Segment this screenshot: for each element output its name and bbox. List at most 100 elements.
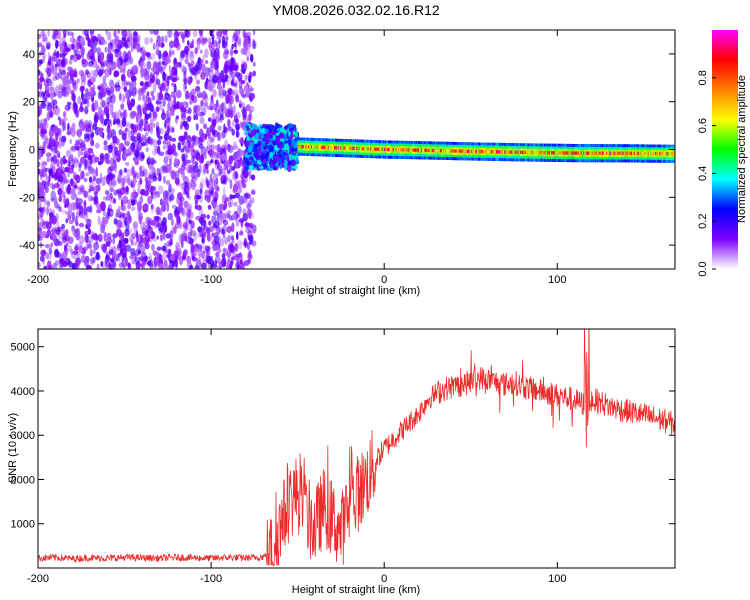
spectrogram-noise-blob <box>191 175 197 184</box>
spectrogram-noise-blob <box>177 250 183 256</box>
spectrogram-noise-blob <box>73 68 78 78</box>
spectrogram-noise-blob <box>203 228 207 239</box>
spectrogram-noise-blob <box>148 259 154 268</box>
spectrogram-noise-blob <box>168 50 172 58</box>
spectrogram-noise-blob <box>58 240 63 246</box>
spectrogram-noise-blob <box>106 89 112 96</box>
spectrogram-noise-blob <box>110 210 114 216</box>
spectrogram-noise-blob <box>84 135 90 143</box>
spectrogram-noise-blob <box>210 136 215 143</box>
spectrogram-noise-blob <box>233 141 237 149</box>
spectrogram-noise-blob <box>44 138 50 147</box>
spectrogram-noise-blob <box>136 104 141 112</box>
spectrogram-noise-blob <box>45 67 50 74</box>
x-tick-label: 100 <box>548 274 566 286</box>
spectrogram-noise-blob <box>106 127 112 133</box>
spectrogram-noise-blob <box>196 44 200 51</box>
spectrogram-noise-blob <box>110 59 114 65</box>
spectrogram-noise-blob <box>96 209 102 214</box>
spectrogram-noise-blob <box>95 65 101 72</box>
spectrogram-noise-blob <box>86 120 93 128</box>
spectrogram-noise-blob <box>139 188 146 196</box>
spectrogram-noise-blob <box>120 73 126 82</box>
spectrogram-noise-blob <box>163 94 169 99</box>
spectrogram-noise-blob <box>46 82 50 92</box>
spectrogram-noise-blob <box>209 150 213 159</box>
spectrogram-noise-blob <box>195 85 201 92</box>
spectrogram-noise-blob <box>74 218 78 226</box>
spectrogram-noise-blob <box>152 175 158 182</box>
spectrogram-noise-blob <box>96 47 102 55</box>
spectrogram-noise-blob <box>99 220 104 230</box>
spectrogram-noise-blob <box>134 150 140 159</box>
spectrogram-noise-blob <box>221 153 225 162</box>
spectrogram-noise-blob <box>42 197 46 203</box>
spectrogram-noise-blob <box>98 39 102 45</box>
spectrogram-noise-blob <box>124 175 131 184</box>
spectrogram-noise-blob <box>164 163 171 174</box>
spectrogram-noise-blob <box>208 36 212 46</box>
spectrogram-noise-blob <box>201 90 207 100</box>
spectrogram-noise-blob <box>247 242 251 251</box>
spectrogram-noise-blob <box>110 129 117 139</box>
spectrogram-noise-blob <box>194 47 198 55</box>
y-tick-label: 1000 <box>11 519 35 531</box>
spectrogram-noise-blob <box>140 154 145 159</box>
spectrogram-noise-blob <box>46 78 52 87</box>
spectrogram-noise-blob <box>227 234 231 243</box>
spectrogram-noise-blob <box>110 258 114 263</box>
spectrogram-noise-blob <box>122 110 126 119</box>
spectrogram-noise-blob <box>122 95 126 103</box>
spectrogram-noise-blob <box>106 96 111 105</box>
spectrogram-noise-blob <box>89 30 95 35</box>
spectrogram-noise-blob <box>194 161 199 166</box>
spectrogram-noise-blob <box>56 204 61 209</box>
spectrogram-noise-blob <box>118 129 123 136</box>
spectrogram-noise-blob <box>198 142 201 149</box>
spectrogram-noise-blob <box>81 58 86 65</box>
spectrogram-noise-blob <box>223 219 229 226</box>
spectrogram-noise-blob <box>117 79 120 86</box>
spectrogram-noise-blob <box>174 40 180 48</box>
spectrogram-noise-blob <box>42 122 49 130</box>
spectrogram-noise-blob <box>142 260 146 269</box>
spectrogram-noise-blob <box>201 69 206 78</box>
spectrogram-noise-blob <box>75 174 81 184</box>
spectrogram-noise-blob <box>214 244 220 252</box>
spectrogram-noise-blob <box>214 144 219 151</box>
spectrogram-noise-blob <box>122 68 126 74</box>
spectrogram-noise-blob <box>126 135 131 145</box>
spectrogram-noise-blob <box>136 235 139 244</box>
spectrogram-noise-blob <box>131 127 135 137</box>
spectrogram-noise-blob <box>78 160 83 168</box>
spectrogram-noise-blob <box>85 33 90 41</box>
spectrogram-noise-blob <box>49 214 53 225</box>
spectrogram-noise-blob <box>189 44 195 49</box>
colorbar-tick-label: 0.6 <box>697 118 709 133</box>
spectrogram-noise-blob <box>66 242 69 247</box>
spectrogram-noise-blob <box>235 129 239 138</box>
spectrogram-noise-blob <box>116 189 120 194</box>
spectrogram-noise-blob <box>174 212 180 219</box>
spectrogram-noise-blob <box>212 129 219 138</box>
spectrogram-noise-blob <box>71 32 75 39</box>
spectrogram-noise-blob <box>38 233 41 242</box>
spectrogram-noise-blob <box>236 35 242 45</box>
spectrogram-noise-blob <box>222 129 227 138</box>
spectrogram-noise-blob <box>117 30 121 35</box>
spectrogram-noise-blob <box>219 30 223 35</box>
spectrogram-cluster-blob <box>268 144 274 152</box>
spectrogram-noise-blob <box>206 180 210 188</box>
spectrogram-noise-blob <box>63 244 67 252</box>
spectrogram-noise-blob <box>144 36 150 46</box>
y-tick-label: 20 <box>23 97 35 109</box>
spectrogram-noise-blob <box>249 105 255 113</box>
spectrogram-noise-blob <box>159 209 162 216</box>
spectrogram-noise-blob <box>92 176 96 182</box>
spectrogram-noise-blob <box>38 70 41 75</box>
spectrogram-noise-blob <box>61 87 67 97</box>
spectrogram-noise-blob <box>211 60 216 68</box>
spectrogram-noise-blob <box>104 154 107 164</box>
spectrogram-noise-blob <box>221 103 227 110</box>
spectrogram-noise-blob <box>156 235 159 240</box>
